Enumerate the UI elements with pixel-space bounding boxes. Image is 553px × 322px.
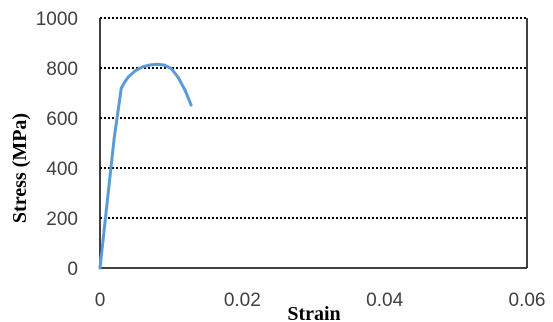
series-line-0 <box>98 62 193 270</box>
y-tick-label-0: 0 <box>67 259 78 280</box>
axes <box>99 18 528 269</box>
x-tick-label-0: 0 <box>95 290 106 311</box>
x-axis-title: Strain <box>287 303 340 322</box>
series-group <box>98 62 193 270</box>
y-tick-labels: 0 200 400 600 800 1000 <box>36 9 78 280</box>
x-tick-label-0.02: 0.02 <box>224 290 261 311</box>
y-tick-label-400: 400 <box>46 159 78 180</box>
x-tick-labels: 0 0.02 0.04 0.06 <box>95 290 546 311</box>
x-tick-label-0.04: 0.04 <box>366 290 403 311</box>
y-axis-title: Stress (MPa) <box>9 113 31 223</box>
y-tick-label-600: 600 <box>46 109 78 130</box>
y-tick-label-200: 200 <box>46 209 78 230</box>
x-tick-label-0.06: 0.06 <box>509 290 546 311</box>
y-tick-label-1000: 1000 <box>36 9 78 30</box>
gridlines <box>100 17 527 219</box>
y-tick-label-800: 800 <box>46 59 78 80</box>
